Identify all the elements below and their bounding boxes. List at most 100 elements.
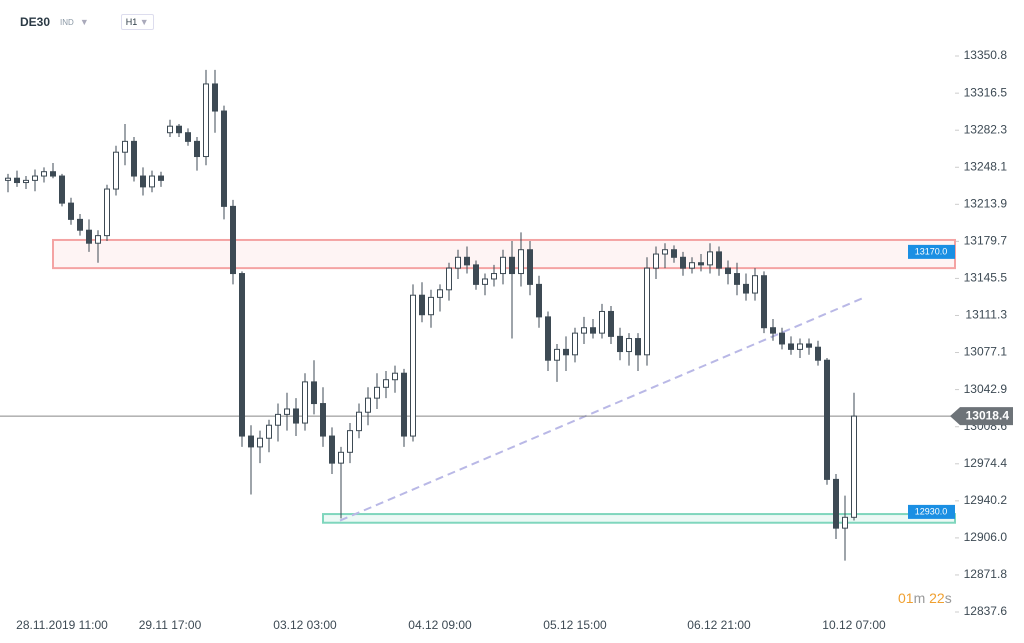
candle-body <box>788 343 794 350</box>
candle-body <box>365 397 371 413</box>
candle-body <box>770 327 776 334</box>
zone-label: 12930.0 <box>915 506 948 516</box>
candle-body <box>131 140 137 177</box>
candle-body <box>617 335 623 353</box>
candle-body <box>635 338 641 356</box>
candle-body <box>5 177 11 181</box>
symbol[interactable]: DE30 <box>20 15 51 29</box>
candle-body <box>509 256 515 275</box>
candle-body <box>59 175 65 204</box>
y-tick-label: 13008.6 <box>964 419 1008 433</box>
interval: H1 <box>125 17 138 27</box>
y-tick-label: 13179.7 <box>964 234 1008 248</box>
x-tick-label: 06.12 21:00 <box>687 618 751 632</box>
y-tick-label: 13111.3 <box>965 308 1007 322</box>
y-tick-label: 13316.5 <box>964 85 1008 99</box>
candle-body <box>383 379 389 388</box>
candle-body <box>428 296 434 316</box>
dropdown-arrow[interactable]: ▼ <box>79 17 89 27</box>
x-tick-label: 29.11 17:00 <box>139 618 202 632</box>
candle-body <box>95 235 101 244</box>
candle-body <box>725 267 731 275</box>
candle-body <box>473 264 479 285</box>
candle-body <box>32 175 38 181</box>
zone <box>322 513 956 524</box>
candle-body <box>662 249 668 255</box>
candle-body <box>320 403 326 437</box>
candle-body <box>518 249 524 275</box>
candle-body <box>626 338 632 353</box>
x-tick-label: 04.12 09:00 <box>408 618 472 632</box>
candle-body <box>374 386 380 399</box>
candle-body <box>527 249 533 285</box>
candle-body <box>842 516 848 529</box>
candle-body <box>581 327 587 334</box>
candle-body <box>257 437 263 448</box>
y-tick-label: 13350.8 <box>964 48 1008 62</box>
candle-body <box>50 171 56 177</box>
header: DE30 IND ▼ H1 ▼ <box>20 14 154 30</box>
zone-label-box <box>908 504 955 519</box>
candle-body <box>446 267 452 291</box>
candle-body <box>212 83 218 112</box>
y-tick-label: 13248.1 <box>964 159 1008 173</box>
candle-body <box>104 188 110 237</box>
candle-body <box>572 332 578 356</box>
interval-select[interactable]: H1 ▼ <box>120 14 154 30</box>
candle-body <box>716 251 722 269</box>
candle-body <box>698 262 704 266</box>
candle-body <box>23 179 29 184</box>
y-tick-label: 12974.4 <box>964 456 1008 470</box>
candle-body <box>158 175 164 181</box>
candle-body <box>347 430 353 453</box>
candle-body <box>77 218 83 231</box>
candle-body <box>545 316 551 361</box>
candle-body <box>113 151 119 190</box>
candle-body <box>455 256 461 269</box>
zone-label: 13170.0 <box>915 246 948 256</box>
candle-body <box>230 205 236 275</box>
candle-body <box>653 253 659 269</box>
candle-body <box>392 372 398 381</box>
candle-body <box>14 177 20 184</box>
candle-body <box>302 381 308 424</box>
y-tick-label: 13213.9 <box>964 196 1008 210</box>
candle-body <box>194 140 200 158</box>
candle-body <box>599 310 605 334</box>
y-tick-label: 13077.1 <box>964 345 1008 359</box>
candle-body <box>293 408 299 424</box>
timer-minutes: 01 <box>898 590 914 606</box>
candle-body <box>707 251 713 266</box>
y-tick-label: 13042.9 <box>964 382 1008 396</box>
candle-body <box>185 132 191 142</box>
candle-body <box>437 289 443 298</box>
y-tick-label: 13282.3 <box>964 122 1008 136</box>
candle-body <box>500 256 506 275</box>
candle-body <box>41 171 47 177</box>
candle-body <box>833 478 839 529</box>
candle-body <box>554 348 560 361</box>
candle-body <box>149 175 155 188</box>
market: IND <box>60 17 74 27</box>
candle-body <box>122 140 128 153</box>
candle-body <box>689 262 695 269</box>
candle-body <box>815 346 821 361</box>
candle-body <box>644 267 650 356</box>
y-tick-label: 13145.5 <box>964 271 1008 285</box>
timer-seconds: 22 <box>929 590 945 606</box>
candle-body <box>752 275 758 294</box>
candle-body <box>590 327 596 334</box>
trendline <box>339 297 863 522</box>
candle-body <box>779 332 785 345</box>
candle-body <box>221 110 227 207</box>
x-tick-label: 05.12 15:00 <box>543 618 607 632</box>
candle-body <box>797 343 803 350</box>
candle-body <box>68 202 74 220</box>
candle-body <box>311 381 317 405</box>
candle-body <box>239 273 245 437</box>
zone <box>52 238 956 270</box>
timer-unit: m <box>913 590 926 606</box>
candle-body <box>167 125 173 134</box>
